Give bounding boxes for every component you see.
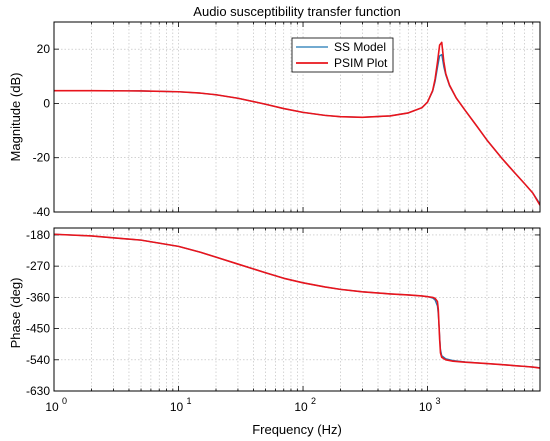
y-tick-label: -20 xyxy=(33,151,51,165)
x-tick-label: 10 xyxy=(170,400,184,414)
y-tick-label: -540 xyxy=(26,353,50,367)
x-tick-label: 10 xyxy=(45,400,59,414)
plot-area xyxy=(54,228,540,391)
phase-ylabel: Phase (deg) xyxy=(8,278,23,349)
x-tick-label: 10 xyxy=(294,400,308,414)
x-tick-exponent: 0 xyxy=(62,396,67,406)
legend-box xyxy=(291,37,394,73)
series-line-psim-plot xyxy=(54,41,540,206)
x-tick-label: 10 xyxy=(419,400,433,414)
legend-label-ss-model: SS Model xyxy=(334,40,386,54)
y-tick-label: -40 xyxy=(33,205,51,219)
legend-label-psim-plot: PSIM Plot xyxy=(334,56,388,70)
y-tick-label: -360 xyxy=(26,290,50,304)
axes-box xyxy=(53,227,541,392)
y-tick-label: -180 xyxy=(26,228,50,242)
chart-title: Audio susceptibility transfer function xyxy=(193,4,400,19)
x-tick-exponent: 1 xyxy=(187,396,192,406)
y-tick-label: -630 xyxy=(26,384,50,398)
x-tick-exponent: 3 xyxy=(436,396,441,406)
x-tick-exponent: 2 xyxy=(311,396,316,406)
series-line-psim-plot xyxy=(54,233,540,369)
axes-box xyxy=(53,21,541,213)
y-tick-label: 20 xyxy=(37,42,51,56)
magnitude-panel: -40 -20 0 20 xyxy=(33,21,541,219)
y-tick-label: -450 xyxy=(26,322,50,336)
legend: SS Model PSIM Plot xyxy=(291,37,394,73)
frequency-xlabel: Frequency (Hz) xyxy=(252,422,342,437)
y-tick-label: 0 xyxy=(43,96,50,110)
y-tick-label: -270 xyxy=(26,259,50,273)
magnitude-ylabel: Magnitude (dB) xyxy=(8,73,23,162)
